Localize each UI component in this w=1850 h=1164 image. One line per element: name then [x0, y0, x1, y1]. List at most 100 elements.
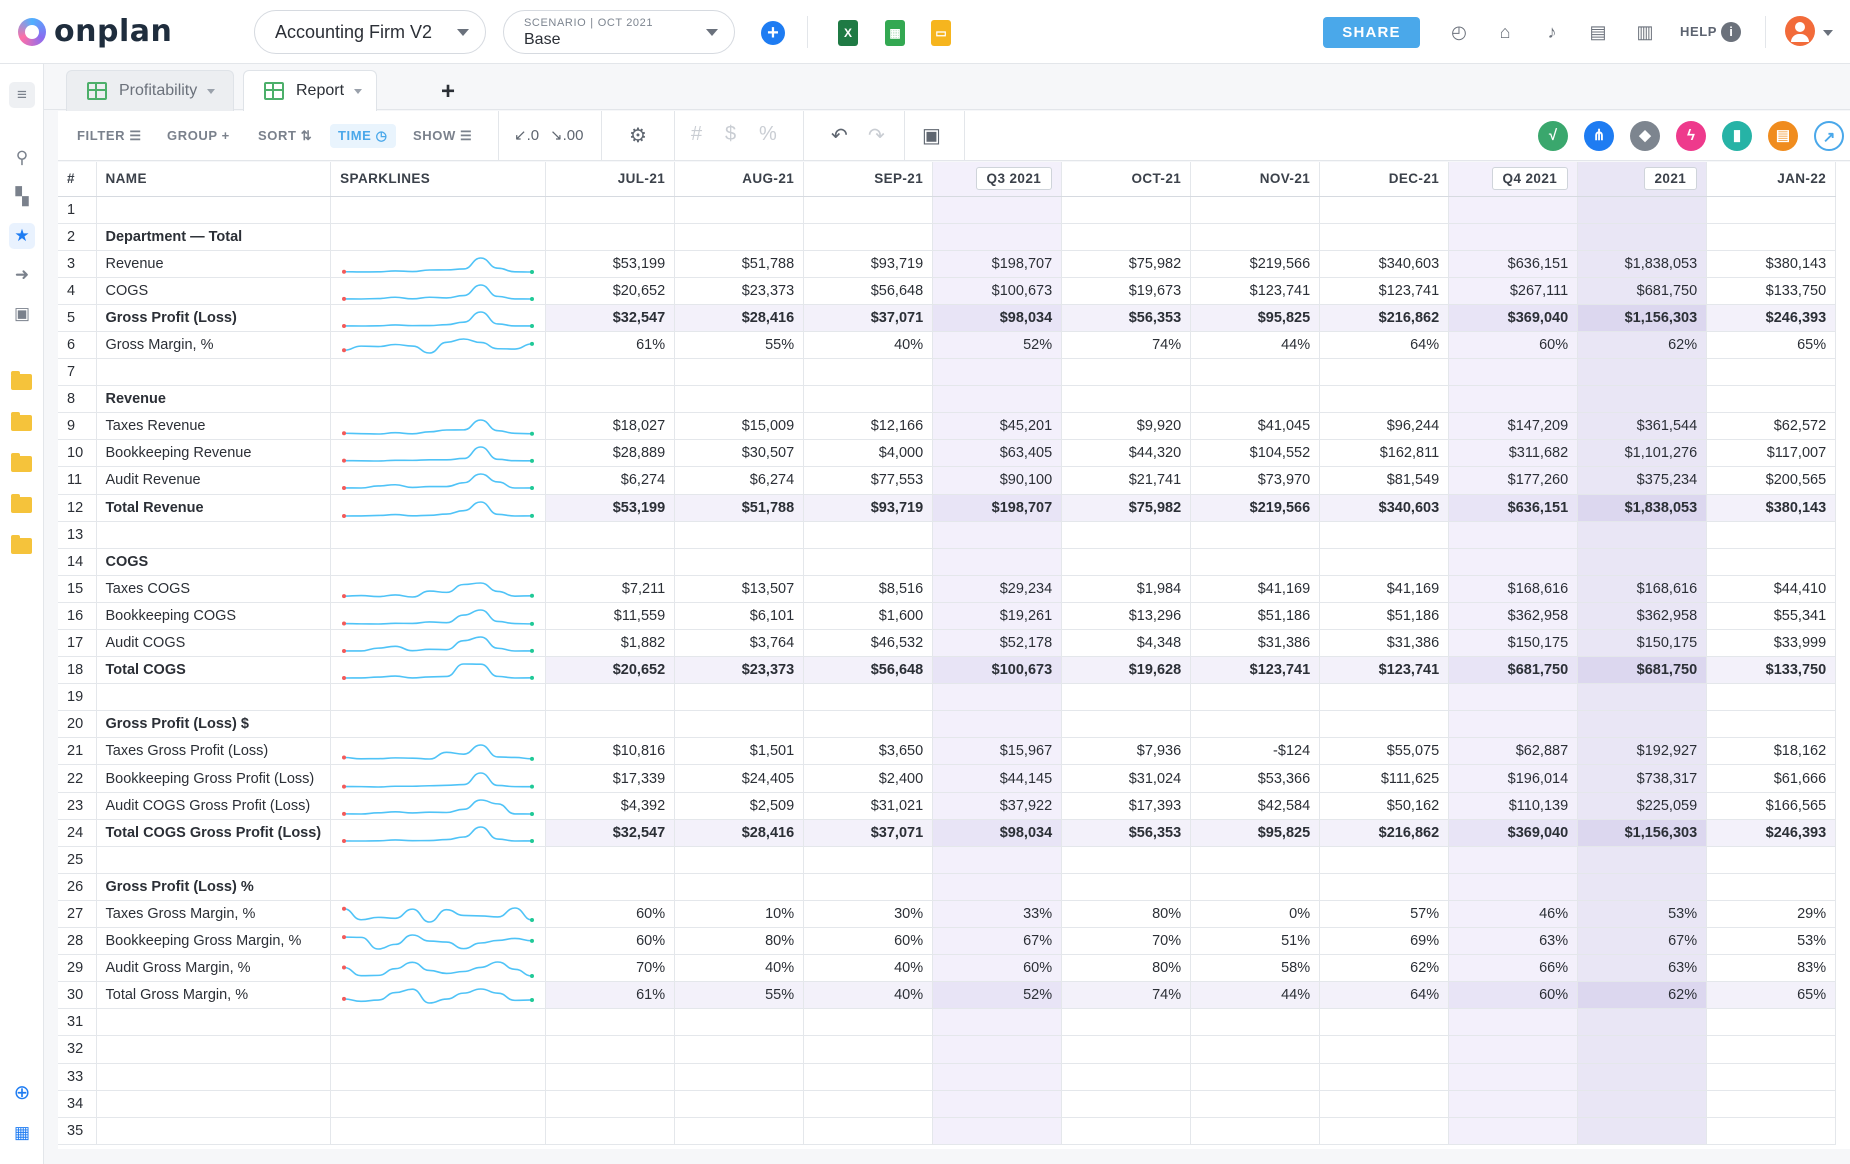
value-cell[interactable]: 53% — [1577, 900, 1708, 929]
value-cell[interactable]: 10% — [674, 900, 805, 929]
value-cell[interactable]: $2,400 — [803, 764, 934, 793]
value-cell[interactable]: $15,967 — [932, 737, 1063, 766]
table-row[interactable]: 22 Bookkeeping Gross Profit (Loss) $17,339… — [58, 764, 1837, 793]
value-cell[interactable]: $41,045 — [1190, 412, 1321, 441]
value-cell[interactable] — [1448, 521, 1579, 549]
row-name[interactable]: COGS — [96, 277, 332, 305]
table-row[interactable]: 6 Gross Margin, % 61% 55% 40% 52% 74% 44% 64% 60%… — [58, 331, 1837, 360]
share-nodes-icon[interactable]: ⋔ — [1584, 121, 1614, 151]
value-cell[interactable] — [545, 1008, 676, 1037]
value-cell[interactable]: $192,927 — [1577, 737, 1708, 766]
value-cell[interactable]: $19,673 — [1061, 277, 1192, 305]
value-cell[interactable]: $681,750 — [1577, 277, 1708, 305]
value-cell[interactable]: 80% — [1061, 900, 1192, 929]
value-cell[interactable]: $380,143 — [1706, 494, 1837, 522]
table-row[interactable]: 15 Taxes COGS $7,211 $13,507 $8,516 $29,234 $1… — [58, 575, 1837, 603]
value-cell[interactable] — [545, 521, 676, 549]
value-cell[interactable]: $1,600 — [803, 602, 934, 631]
add-tab-button[interactable]: + — [441, 78, 456, 105]
row-name[interactable]: COGS — [96, 548, 332, 576]
value-cell[interactable] — [1319, 1090, 1450, 1118]
column-header[interactable]: Q4 2021 — [1448, 162, 1579, 197]
value-cell[interactable]: $133,750 — [1706, 277, 1837, 305]
column-header[interactable]: AUG-21 — [674, 162, 805, 197]
value-cell[interactable] — [1319, 1063, 1450, 1091]
value-cell[interactable] — [1190, 1008, 1321, 1037]
value-cell[interactable] — [674, 1008, 805, 1037]
value-cell[interactable] — [545, 548, 676, 576]
value-cell[interactable] — [1061, 1008, 1192, 1037]
excel-export-icon[interactable]: X — [838, 20, 858, 46]
column-header[interactable]: JAN-22 — [1706, 162, 1837, 197]
value-cell[interactable]: $340,603 — [1319, 494, 1450, 522]
value-cell[interactable]: $41,169 — [1319, 575, 1450, 603]
value-cell[interactable] — [1061, 1063, 1192, 1091]
value-cell[interactable] — [1061, 1035, 1192, 1064]
value-cell[interactable] — [1190, 873, 1321, 901]
value-cell[interactable]: $62,887 — [1448, 737, 1579, 766]
row-name[interactable]: Bookkeeping Revenue — [96, 439, 332, 468]
value-cell[interactable]: $51,186 — [1319, 602, 1450, 631]
value-cell[interactable]: 55% — [674, 981, 805, 1010]
value-cell[interactable]: 63% — [1448, 927, 1579, 956]
value-cell[interactable]: 40% — [803, 331, 934, 360]
value-cell[interactable]: 70% — [545, 954, 676, 983]
value-cell[interactable]: 61% — [545, 981, 676, 1010]
value-cell[interactable]: $1,156,303 — [1577, 304, 1708, 332]
value-cell[interactable]: $46,532 — [803, 629, 934, 658]
value-cell[interactable] — [932, 1035, 1063, 1064]
filter-button[interactable]: FILTER ☰ — [77, 128, 142, 143]
value-cell[interactable]: $133,750 — [1706, 656, 1837, 685]
value-cell[interactable]: 83% — [1706, 954, 1837, 983]
value-cell[interactable] — [803, 873, 934, 901]
value-cell[interactable]: 44% — [1190, 331, 1321, 360]
folder-icon[interactable] — [11, 535, 32, 554]
value-cell[interactable] — [803, 710, 934, 739]
collapse-menu-icon[interactable]: ≡ — [9, 82, 35, 108]
value-cell[interactable] — [545, 1035, 676, 1064]
value-cell[interactable]: $123,741 — [1190, 656, 1321, 685]
value-cell[interactable]: $1,838,053 — [1577, 250, 1708, 278]
table-row[interactable]: 18 Total COGS $20,652 $23,373 $56,648 $100,67… — [58, 656, 1837, 685]
value-cell[interactable]: 29% — [1706, 900, 1837, 929]
value-cell[interactable]: $50,162 — [1319, 792, 1450, 820]
value-cell[interactable]: 61% — [545, 331, 676, 360]
value-cell[interactable] — [932, 873, 1063, 901]
value-cell[interactable]: $362,958 — [1577, 602, 1708, 631]
value-cell[interactable]: 0% — [1190, 900, 1321, 929]
value-cell[interactable] — [1577, 1008, 1708, 1037]
slides-export-icon[interactable]: ▭ — [931, 20, 951, 46]
value-cell[interactable] — [1319, 521, 1450, 549]
row-name[interactable]: Department — Total — [96, 223, 332, 251]
value-cell[interactable]: $95,825 — [1190, 304, 1321, 332]
row-name[interactable]: Total Gross Margin, % — [96, 981, 332, 1010]
value-cell[interactable] — [1190, 358, 1321, 387]
row-name[interactable]: Total Revenue — [96, 494, 332, 522]
value-cell[interactable]: $45,201 — [932, 412, 1063, 441]
value-cell[interactable]: $6,274 — [545, 466, 676, 495]
table-row[interactable]: 28 Bookkeeping Gross Margin, % 60% 80% 60% 67… — [58, 927, 1837, 956]
value-cell[interactable]: $56,353 — [1061, 304, 1192, 332]
value-cell[interactable] — [1706, 385, 1837, 414]
column-header[interactable]: DEC-21 — [1319, 162, 1450, 197]
value-cell[interactable]: $8,516 — [803, 575, 934, 603]
value-cell[interactable] — [1448, 1035, 1579, 1064]
value-cell[interactable] — [1577, 1063, 1708, 1091]
value-cell[interactable] — [1061, 358, 1192, 387]
value-cell[interactable] — [1319, 710, 1450, 739]
value-cell[interactable] — [1190, 196, 1321, 224]
value-cell[interactable] — [1319, 846, 1450, 874]
row-name[interactable] — [96, 358, 332, 387]
value-cell[interactable] — [1706, 521, 1837, 549]
value-cell[interactable]: $37,922 — [932, 792, 1063, 820]
value-cell[interactable] — [803, 385, 934, 414]
value-cell[interactable]: $37,071 — [803, 304, 934, 332]
value-cell[interactable] — [545, 385, 676, 414]
value-cell[interactable] — [803, 1035, 934, 1064]
value-cell[interactable] — [1577, 385, 1708, 414]
value-cell[interactable] — [674, 521, 805, 549]
table-row[interactable]: 12 Total Revenue $53,199 $51,788 $93,719 $198… — [58, 494, 1837, 522]
value-cell[interactable] — [1706, 196, 1837, 224]
column-header[interactable]: OCT-21 — [1061, 162, 1192, 197]
value-cell[interactable] — [1061, 846, 1192, 874]
